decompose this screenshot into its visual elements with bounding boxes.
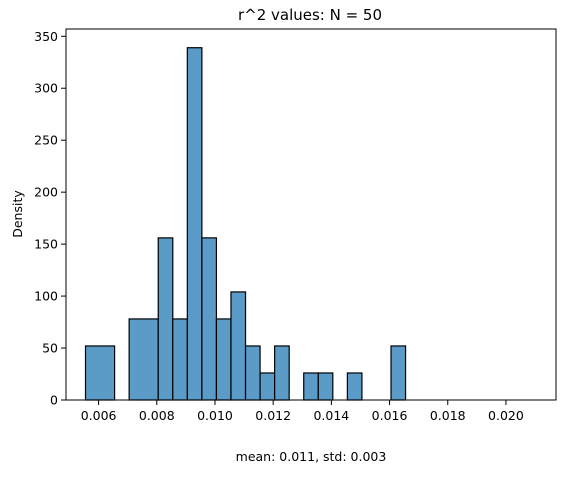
- x-tick-label-7: 0.020: [488, 408, 524, 423]
- y-tick-label-6: 300: [34, 81, 58, 96]
- x-axis: 0.006 0.008 0.010 0.012 0.014 0.016 0.018 0.020: [81, 400, 524, 423]
- histogram-bar-10: [274, 345, 290, 401]
- y-axis: 0 50 100 150 200 250 300 350: [34, 29, 66, 408]
- y-tick-label-7: 350: [34, 29, 58, 44]
- y-tick-label-1: 50: [42, 341, 58, 356]
- histogram-bar-9: [259, 372, 276, 401]
- histogram-bar-2: [157, 237, 174, 401]
- chart-title: r^2 values: N = 50: [238, 6, 382, 24]
- histogram-bar-4: [186, 47, 203, 401]
- histogram-bar-0: [84, 345, 116, 401]
- x-tick-label-4: 0.014: [313, 408, 349, 423]
- histogram-bar-3: [172, 318, 188, 401]
- y-tick-label-5: 250: [34, 133, 58, 148]
- y-axis-label: Density: [10, 190, 25, 238]
- histogram-bar-8: [244, 345, 261, 401]
- histogram-bar-14: [390, 345, 407, 401]
- x-axis-label: mean: 0.011, std: 0.003: [236, 449, 387, 464]
- histogram-bar-11: [303, 372, 319, 401]
- histogram-bar-13: [346, 372, 363, 401]
- y-tick-label-0: 0: [50, 393, 58, 408]
- plot-frame: [65, 28, 557, 401]
- x-tick-label-6: 0.018: [430, 408, 466, 423]
- x-tick-label-1: 0.008: [139, 408, 175, 423]
- x-tick-label-3: 0.012: [255, 408, 291, 423]
- histogram-bar-12: [317, 372, 334, 401]
- x-tick-label-0: 0.006: [81, 408, 117, 423]
- x-tick-label-5: 0.016: [372, 408, 408, 423]
- histogram-bar-6: [215, 318, 232, 401]
- bars-group: [84, 47, 407, 401]
- y-tick-label-4: 200: [34, 185, 58, 200]
- y-tick-label-3: 150: [34, 237, 58, 252]
- histogram-bar-7: [230, 291, 247, 401]
- histogram-bar-5: [201, 237, 218, 401]
- histogram-bar-1: [128, 318, 159, 401]
- x-tick-label-2: 0.010: [197, 408, 233, 423]
- y-tick-label-2: 100: [34, 289, 58, 304]
